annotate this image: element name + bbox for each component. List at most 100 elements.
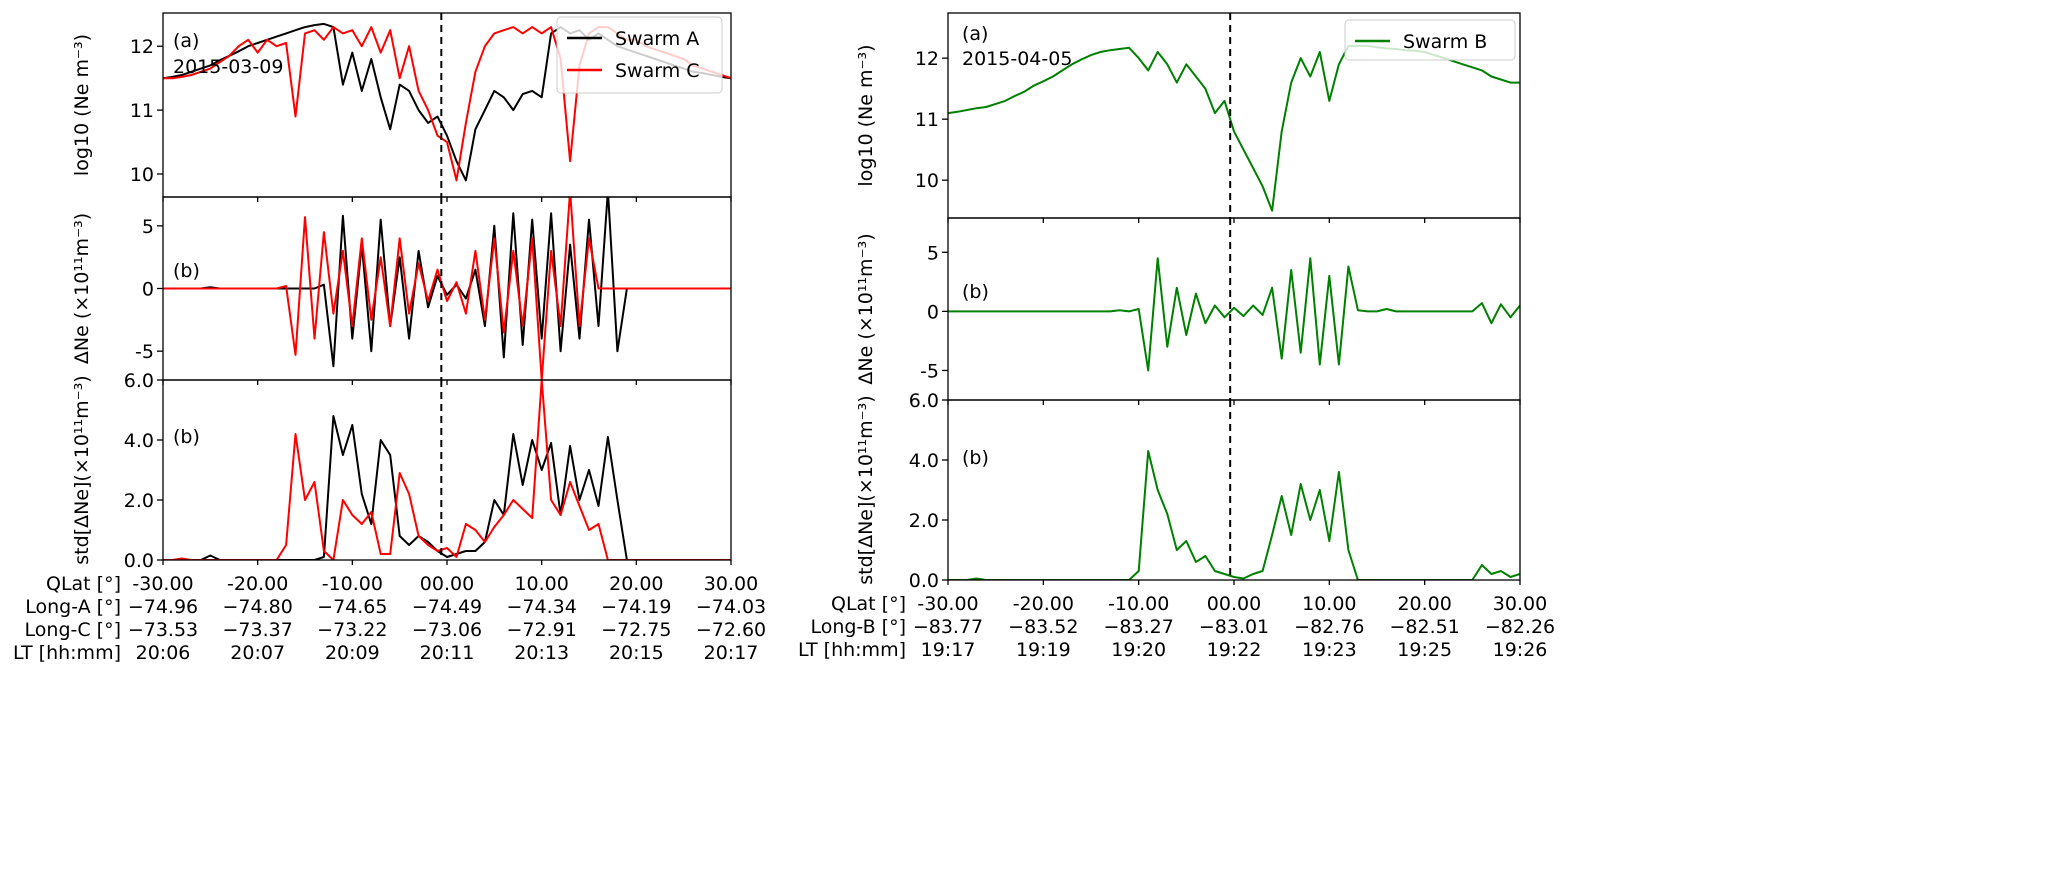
y-tick-label: -5 bbox=[135, 341, 154, 363]
y-axis-label: log10 (Ne m⁻³) bbox=[71, 34, 93, 176]
series-line-swarm-a bbox=[163, 197, 731, 368]
legend-box bbox=[556, 16, 723, 94]
x-tick-label: −73.06 bbox=[412, 619, 482, 641]
x-tick-label: -30.00 bbox=[132, 573, 193, 595]
x-tick-label: 19:22 bbox=[1207, 639, 1262, 661]
x-row-label: Long-A [°] bbox=[25, 596, 121, 618]
x-tick-label: 10.00 bbox=[514, 573, 568, 595]
y-tick-label: 10 bbox=[130, 164, 154, 186]
series-line-swarm-a bbox=[163, 415, 731, 560]
series-line-swarm-b bbox=[948, 450, 1520, 580]
y-tick-label: 12 bbox=[915, 48, 939, 70]
panel-date: 2015-04-05 bbox=[962, 48, 1072, 70]
axes-frame bbox=[162, 379, 732, 561]
x-tick-label: −72.75 bbox=[601, 619, 671, 641]
x-tick-label: −72.60 bbox=[696, 619, 766, 641]
y-tick-label: 2.0 bbox=[124, 490, 154, 512]
x-tick-label: 00.00 bbox=[420, 573, 474, 595]
x-tick-label: 30.00 bbox=[704, 573, 758, 595]
x-tick-label: 20.00 bbox=[1397, 593, 1451, 615]
series-line-swarm-b bbox=[948, 44, 1520, 212]
series-line-swarm-c bbox=[163, 380, 731, 560]
x-tick-label: 19:25 bbox=[1397, 639, 1452, 661]
panel-tag: (a) bbox=[962, 23, 988, 45]
x-row-label: QLat [°] bbox=[46, 573, 121, 595]
x-tick-label: 19:26 bbox=[1493, 639, 1548, 661]
x-tick-label: -20.00 bbox=[1013, 593, 1074, 615]
y-tick-label: 6.0 bbox=[909, 390, 939, 412]
panel-tag: (b) bbox=[173, 260, 200, 282]
y-axis-label: log10 (Ne m⁻³) bbox=[855, 44, 877, 186]
y-tick-label: -5 bbox=[920, 360, 939, 382]
x-tick-label: 20:11 bbox=[420, 642, 475, 664]
x-tick-label: −74.03 bbox=[696, 596, 766, 618]
x-tick-label: 10.00 bbox=[1302, 593, 1356, 615]
y-tick-label: 4.0 bbox=[909, 450, 939, 472]
x-row-label: Long-B [°] bbox=[810, 616, 906, 638]
x-tick-label: 19:19 bbox=[1016, 639, 1071, 661]
x-tick-label: −74.65 bbox=[317, 596, 387, 618]
x-tick-label: −82.76 bbox=[1294, 616, 1364, 638]
y-tick-label: 10 bbox=[915, 170, 939, 192]
panel-tag: (b) bbox=[173, 426, 200, 448]
x-tick-label: −74.34 bbox=[507, 596, 577, 618]
x-tick-label: 20:13 bbox=[514, 642, 569, 664]
x-row-label: Long-C [°] bbox=[25, 619, 121, 641]
series-line-swarm-c bbox=[163, 197, 731, 380]
series-line-swarm-b bbox=[948, 257, 1520, 372]
x-tick-label: 20:09 bbox=[325, 642, 380, 664]
x-tick-label: −72.91 bbox=[507, 619, 577, 641]
y-axis-label: std[ΔNe](×10¹¹m⁻³) bbox=[71, 375, 93, 564]
x-tick-label: -10.00 bbox=[322, 573, 383, 595]
panel-tag: (b) bbox=[962, 281, 989, 303]
x-row-label: QLat [°] bbox=[831, 593, 906, 615]
y-tick-label: 6.0 bbox=[124, 370, 154, 392]
x-tick-label: −74.19 bbox=[601, 596, 671, 618]
y-tick-label: 4.0 bbox=[124, 430, 154, 452]
panel-date: 2015-03-09 bbox=[173, 56, 283, 78]
y-axis-label: std[ΔNe](×10¹¹m⁻³) bbox=[855, 395, 877, 584]
x-tick-label: 20:06 bbox=[136, 642, 191, 664]
x-tick-label: −73.53 bbox=[128, 619, 198, 641]
x-tick-label: 20:15 bbox=[609, 642, 664, 664]
x-tick-label: -10.00 bbox=[1108, 593, 1169, 615]
y-tick-label: 12 bbox=[130, 36, 154, 58]
x-tick-label: −74.96 bbox=[128, 596, 198, 618]
legend-label: Swarm A bbox=[615, 28, 699, 50]
x-tick-label: 19:17 bbox=[921, 639, 976, 661]
y-tick-label: 11 bbox=[915, 109, 939, 131]
x-tick-label: 19:23 bbox=[1302, 639, 1357, 661]
x-tick-label: −73.22 bbox=[317, 619, 387, 641]
legend-label: Swarm B bbox=[1403, 31, 1487, 53]
axes-frame bbox=[947, 399, 1521, 581]
x-tick-label: −82.51 bbox=[1390, 616, 1460, 638]
panel-tag: (a) bbox=[173, 30, 199, 52]
x-tick-label: 20:17 bbox=[704, 642, 759, 664]
x-tick-label: 00.00 bbox=[1207, 593, 1261, 615]
x-row-label: LT [hh:mm] bbox=[13, 642, 121, 664]
x-tick-label: −74.80 bbox=[223, 596, 293, 618]
panel-tag: (b) bbox=[962, 447, 989, 469]
y-tick-label: 5 bbox=[927, 242, 939, 264]
y-tick-label: 0.0 bbox=[909, 570, 939, 592]
y-tick-label: 5 bbox=[142, 216, 154, 238]
y-tick-label: 2.0 bbox=[909, 510, 939, 532]
x-tick-label: −83.27 bbox=[1104, 616, 1174, 638]
x-tick-label: −83.77 bbox=[913, 616, 983, 638]
x-tick-label: 30.00 bbox=[1493, 593, 1547, 615]
y-axis-label: ΔNe (×10¹¹m⁻³) bbox=[71, 213, 93, 364]
y-tick-label: 0 bbox=[142, 279, 154, 301]
x-tick-label: −83.01 bbox=[1199, 616, 1269, 638]
legend-label: Swarm C bbox=[615, 60, 700, 82]
x-tick-label: 20.00 bbox=[609, 573, 663, 595]
y-tick-label: 0 bbox=[927, 301, 939, 323]
x-tick-label: 19:20 bbox=[1111, 639, 1166, 661]
legend-box bbox=[1344, 19, 1516, 61]
x-tick-label: −73.37 bbox=[223, 619, 293, 641]
x-tick-label: −83.52 bbox=[1008, 616, 1078, 638]
y-axis-label: ΔNe (×10¹¹m⁻³) bbox=[855, 233, 877, 384]
x-tick-label: -30.00 bbox=[917, 593, 978, 615]
x-tick-label: −82.26 bbox=[1485, 616, 1555, 638]
x-tick-label: −74.49 bbox=[412, 596, 482, 618]
